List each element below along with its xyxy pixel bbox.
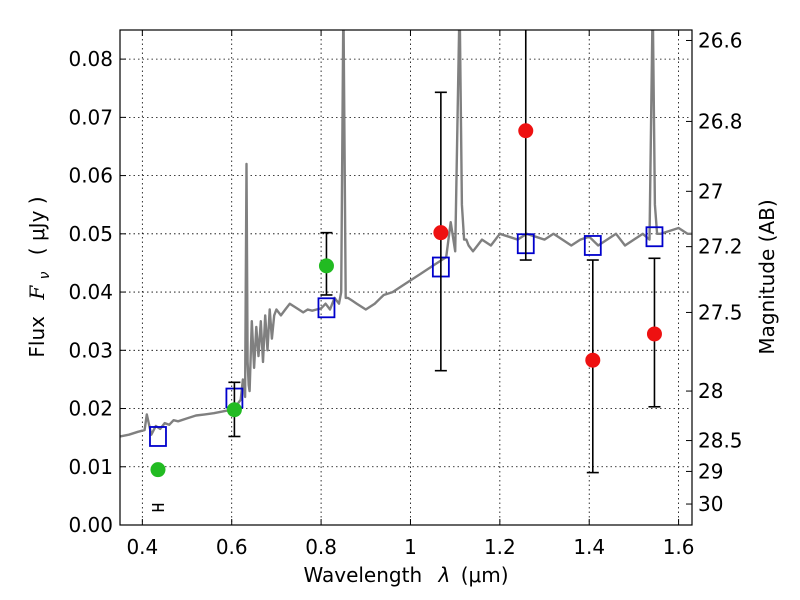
y-tick-label: 0.06 <box>68 164 113 188</box>
plot-frame <box>119 29 693 526</box>
y-tick-label: 0.02 <box>68 397 113 421</box>
nondetection-point <box>585 352 601 368</box>
detection-point <box>226 402 242 418</box>
detection-point <box>150 462 166 478</box>
y-tick-label: 0.05 <box>68 222 113 246</box>
y2-tick-label: 28 <box>698 379 723 403</box>
y2-tick-label: 26.8 <box>698 109 743 133</box>
y-tick-label: 0.01 <box>68 455 113 479</box>
y-axis-title-main: Flux <box>25 316 49 358</box>
plot-area <box>120 30 692 512</box>
y2-tick-label: 27.5 <box>698 300 743 324</box>
y2-tick-label: 27 <box>698 179 723 203</box>
x-tick-label: 0.8 <box>305 535 337 559</box>
x-tick-label: 1.2 <box>484 535 516 559</box>
model-square-marker <box>149 426 167 447</box>
x-axis-title-main: Wavelength <box>303 563 422 587</box>
model-square-marker <box>645 226 664 248</box>
y-tick-label: 0.08 <box>68 47 113 71</box>
nondetection-point <box>646 326 662 342</box>
detection-point <box>318 258 334 274</box>
y2-tick-label: 29 <box>698 459 723 483</box>
y-axis-title-unit: ( μJy ) <box>25 196 49 255</box>
model-square-marker <box>583 235 602 256</box>
y-tick-label: 0.00 <box>68 513 113 537</box>
x-tick-label: 1 <box>404 535 417 559</box>
x-axis-title: Wavelength λ (μm) <box>303 563 508 587</box>
y-axis-title: Flux F ν ( μJy ) <box>25 196 54 357</box>
y2-tick-label: 30 <box>698 492 723 516</box>
nondetection-point <box>518 123 534 139</box>
x-tick-label: 1.6 <box>663 535 695 559</box>
nondetection-point <box>433 225 449 241</box>
model-square-marker <box>317 297 336 319</box>
y2-tick-label: 27.2 <box>698 235 743 259</box>
y2-tick-label: 26.6 <box>698 28 743 52</box>
x-tick-label: 0.6 <box>216 535 248 559</box>
y-tick-label: 0.04 <box>68 280 113 304</box>
axes: 0.4 0.6 0.8 1 1.2 1.4 1.6 0.00 0.01 0.02 0.03 0.04 0… <box>68 28 742 559</box>
y2-tick-label: 28.5 <box>698 429 743 453</box>
x-tick-label: 0.4 <box>126 535 158 559</box>
secondary-y-axis-title: Magnitude (AB) <box>755 199 779 354</box>
y-axis-title-subscript: ν <box>37 271 53 279</box>
y-tick-label: 0.03 <box>68 338 113 362</box>
x-axis-title-symbol: λ <box>438 563 451 587</box>
y-tick-label: 0.07 <box>68 105 113 129</box>
grid-lines <box>120 30 692 526</box>
x-axis-title-unit: (μm) <box>461 563 509 587</box>
x-tick-label: 1.4 <box>573 535 605 559</box>
y-axis-title-symbol: F <box>25 285 49 301</box>
